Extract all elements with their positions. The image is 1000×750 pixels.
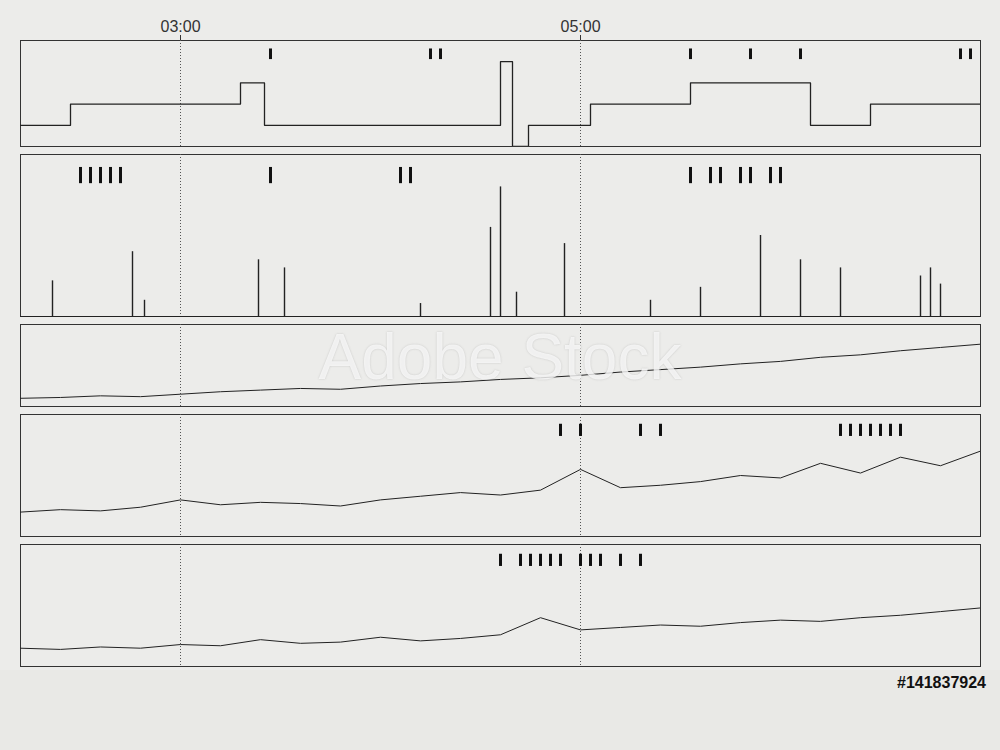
svg-text:03:00: 03:00 xyxy=(160,18,200,35)
svg-text:05:00: 05:00 xyxy=(560,18,600,35)
html-text:#141837924: #141837924 xyxy=(897,674,986,691)
html-text:Adobe Stock: Adobe Stock xyxy=(318,321,682,393)
